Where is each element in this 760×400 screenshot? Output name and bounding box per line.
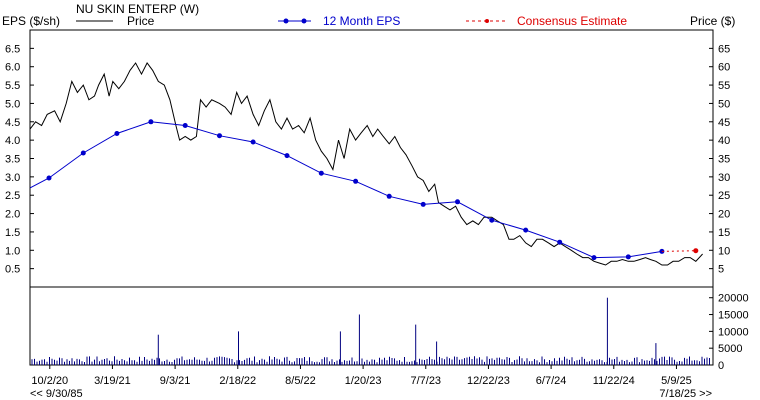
- eps-tick-label: 3.0: [5, 172, 20, 184]
- price-tick-label: 40: [718, 135, 730, 147]
- x-tick-label: 6/7/24: [536, 375, 567, 387]
- eps-point: [386, 193, 392, 199]
- x-tick-label: 5/9/25: [661, 375, 692, 387]
- price-tick-label: 50: [718, 98, 730, 110]
- x-tick-label: 1/20/23: [345, 375, 382, 387]
- eps-point: [148, 119, 154, 125]
- right-axis-title: Price ($): [690, 14, 735, 28]
- eps-point: [250, 139, 256, 145]
- eps-point: [420, 201, 426, 207]
- legend-price-label: Price: [127, 14, 155, 28]
- price-tick-label: 60: [718, 62, 730, 74]
- eps-point: [591, 255, 597, 261]
- eps-point: [80, 150, 86, 156]
- x-tick-label: 11/22/24: [593, 375, 635, 387]
- price-tick-label: 30: [718, 172, 730, 184]
- x-tick-label: 2/18/22: [219, 375, 256, 387]
- eps-point: [217, 133, 222, 139]
- eps-point: [455, 199, 460, 205]
- eps-tick-label: 2.5: [5, 190, 20, 202]
- x-tick-label: 12/22/23: [467, 375, 510, 387]
- eps-tick-label: 4.0: [5, 135, 20, 147]
- consensus-point: [693, 248, 699, 254]
- eps-tick-label: 4.5: [5, 117, 20, 129]
- eps-tick-label: 3.5: [5, 154, 20, 166]
- company-name: NU SKIN ENTERP (W): [76, 2, 199, 16]
- eps-point: [353, 178, 359, 184]
- eps-tick-label: 0.5: [5, 264, 20, 276]
- price-line: [29, 62, 703, 266]
- legend-consensus-marker: [485, 19, 489, 23]
- eps-tick-label: 6.0: [5, 62, 20, 74]
- eps-point: [523, 227, 529, 233]
- x-tick-label: 3/19/21: [94, 375, 131, 387]
- price-tick-label: 20: [718, 209, 730, 221]
- x-tick-label: 10/2/20: [31, 375, 68, 387]
- eps-tick-label: 5.5: [5, 80, 20, 92]
- eps-point: [489, 217, 495, 223]
- legend-eps-marker: [301, 18, 307, 24]
- price-tick-label: 55: [718, 80, 730, 92]
- eps-point: [46, 175, 52, 181]
- eps-point: [114, 131, 120, 136]
- price-tick-label: 25: [718, 190, 730, 202]
- eps-point: [182, 123, 188, 128]
- volume-tick-label: 10000: [718, 326, 749, 338]
- eps-point: [557, 239, 563, 245]
- eps-tick-label: 1.0: [5, 245, 20, 257]
- price-tick-label: 5: [718, 264, 724, 276]
- price-tick-label: 45: [718, 117, 730, 129]
- volume-tick-label: 20000: [718, 293, 749, 305]
- legend-eps-label: 12 Month EPS: [323, 14, 400, 28]
- x-tick-label: 7/7/23: [410, 375, 441, 387]
- left-axis-title: EPS ($/sh): [2, 14, 60, 28]
- eps-point: [625, 254, 631, 260]
- price-tick-label: 35: [718, 154, 730, 166]
- eps-tick-label: 1.5: [5, 227, 20, 239]
- volume-tick-label: 5000: [718, 343, 742, 355]
- x-start-note: << 9/30/85: [30, 388, 83, 400]
- legend-consensus-label: Consensus Estimate: [517, 14, 627, 28]
- eps-line: [29, 121, 662, 259]
- volume-tick-label: 0: [718, 360, 724, 372]
- x-tick-label: 9/3/21: [160, 375, 191, 387]
- x-end-note: 7/18/25 >>: [659, 388, 712, 400]
- price-tick-label: 10: [718, 245, 730, 257]
- eps-point: [318, 170, 324, 176]
- price-tick-label: 15: [718, 227, 730, 239]
- x-tick-label: 8/5/22: [285, 375, 316, 387]
- consensus-line: [661, 250, 696, 252]
- eps-point: [284, 153, 290, 159]
- plot-frame: [29, 29, 714, 366]
- volume-tick-label: 15000: [718, 310, 749, 322]
- eps-tick-label: 2.0: [5, 209, 20, 221]
- price-tick-label: 65: [718, 43, 730, 55]
- eps-tick-label: 5.0: [5, 98, 20, 110]
- legend-eps-marker: [283, 18, 289, 24]
- eps-tick-label: 6.5: [5, 43, 20, 55]
